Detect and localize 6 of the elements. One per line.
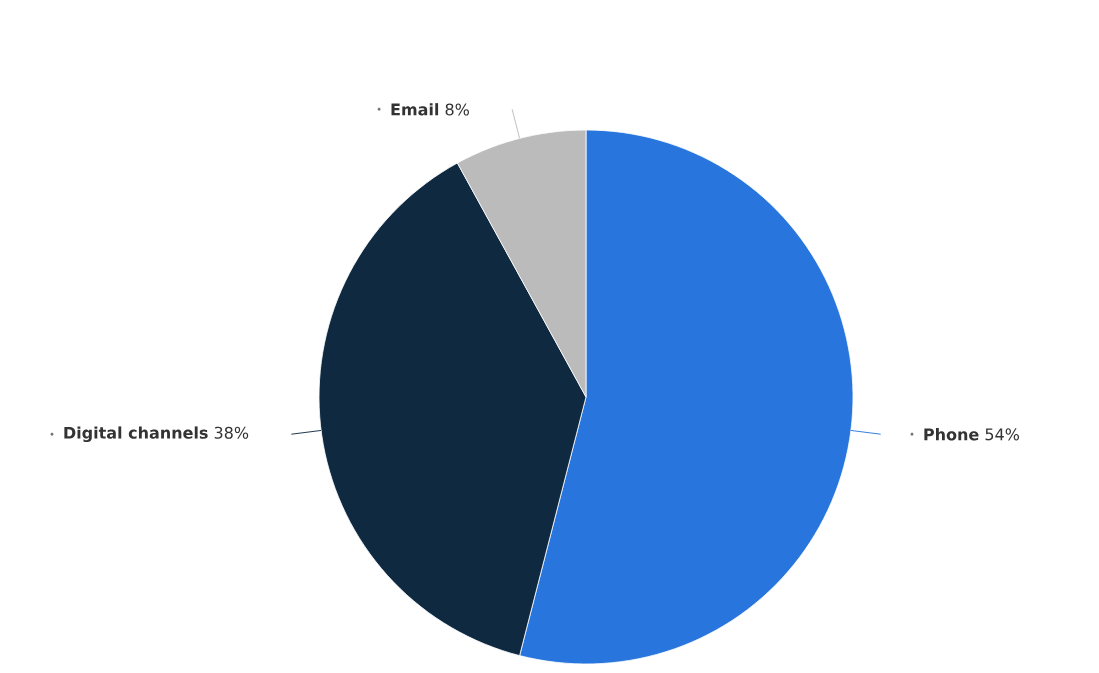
data-label: 38% [214,426,249,439]
data-label: 54% [985,428,1020,441]
slice-label: Phone [924,428,979,441]
data-label: 8% [445,103,469,116]
slice-label: Email [391,103,439,116]
slice-label: Digital channels [64,426,208,443]
